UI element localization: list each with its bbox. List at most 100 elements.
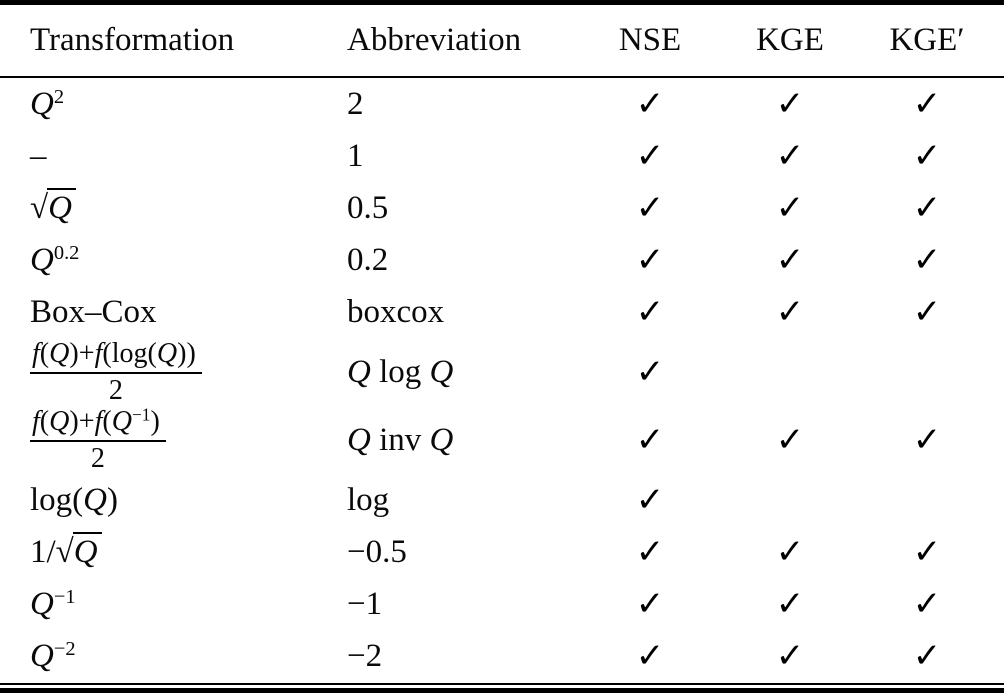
header-abbreviation: Abbreviation: [347, 22, 522, 58]
cell-abbreviation: 0.2: [347, 241, 389, 278]
math-variable: Q: [30, 85, 54, 122]
check-icon: ✓: [635, 532, 665, 572]
check-icon: ✓: [775, 84, 805, 124]
cell-kge-prime-check: ✓: [850, 584, 1004, 624]
cell-transformation: Box–Cox: [30, 293, 157, 330]
cell-abbreviation: Q inv Q: [347, 421, 454, 458]
cell-kge-check: ✓: [730, 292, 850, 332]
check-icon: ✓: [775, 420, 805, 460]
fraction: f(Q)+f(Q−1) 2: [30, 406, 166, 474]
cell-abbreviation: −0.5: [347, 533, 407, 570]
math-variable: f: [32, 406, 40, 438]
math-variable: Q: [429, 353, 454, 390]
check-icon: ✓: [912, 636, 942, 676]
check-icon: ✓: [775, 240, 805, 280]
math-variable: Q: [49, 338, 70, 370]
cell-kge-prime-check: ✓: [850, 292, 1004, 332]
cell-nse-check: ✓: [570, 240, 730, 280]
table-row: f(Q)+f(Q−1) 2 Q inv Q ✓ ✓ ✓: [0, 406, 1004, 474]
radical-sign: √: [30, 189, 48, 226]
check-icon: ✓: [912, 240, 942, 280]
cell-kge-prime-check: ✓: [850, 84, 1004, 124]
math-variable: f: [94, 338, 103, 370]
cell-nse-check: ✓: [570, 188, 730, 228]
check-icon: ✓: [912, 84, 942, 124]
math-variable: Q: [347, 353, 371, 390]
cell-kge-prime-check: ✓: [850, 240, 1004, 280]
radical-sign: √: [55, 533, 74, 570]
sqrt-argument: Q: [47, 187, 76, 226]
cell-abbreviation: 0.5: [347, 189, 389, 226]
check-icon: ✓: [912, 532, 942, 572]
cell-abbreviation: −2: [347, 637, 383, 674]
math-variable: Q: [429, 421, 454, 458]
cell-kge-check: ✓: [730, 636, 850, 676]
cell-transformation: –: [30, 137, 47, 174]
fraction-numerator: f(Q)+f(Q−1): [30, 406, 166, 442]
check-icon: ✓: [912, 188, 942, 228]
table-row: Q2 2 ✓ ✓ ✓: [0, 78, 1004, 130]
cell-transformation: f(Q)+f(log(Q)) 2: [0, 338, 347, 406]
math-variable: f: [94, 406, 103, 438]
cell-abbreviation: 2: [347, 85, 364, 122]
cell-kge-prime-check: ✓: [850, 420, 1004, 460]
check-icon: ✓: [635, 188, 665, 228]
fraction-denominator: 2: [90, 442, 105, 474]
table-row: f(Q)+f(log(Q)) 2 Q log Q ✓: [0, 338, 1004, 406]
table-row: – 1 ✓ ✓ ✓: [0, 130, 1004, 182]
cell-nse-check: ✓: [570, 636, 730, 676]
check-icon: ✓: [912, 136, 942, 176]
check-icon: ✓: [775, 532, 805, 572]
sqrt-argument: Q: [72, 531, 102, 570]
math-variable: Q: [83, 481, 108, 518]
header-kge: KGE: [756, 22, 824, 58]
math-variable: f: [32, 338, 40, 370]
cell-nse-check: ✓: [570, 480, 730, 520]
table-row: √Q 0.5 ✓ ✓ ✓: [0, 182, 1004, 234]
cell-kge-check: ✓: [730, 240, 850, 280]
cell-kge-prime-check: ✓: [850, 532, 1004, 572]
superscript: −2: [53, 637, 76, 660]
sqrt-expression: √Q: [30, 187, 76, 226]
cell-transformation: log(Q): [30, 481, 119, 518]
math-variable: Q: [111, 406, 132, 438]
cell-transformation: 1/√Q: [0, 531, 347, 571]
table-row: Q−2 −2 ✓ ✓ ✓: [0, 630, 1004, 682]
cell-transformation: Q0.2: [0, 242, 347, 279]
cell-kge-check: ✓: [730, 420, 850, 460]
table-body: Q2 2 ✓ ✓ ✓ – 1 ✓ ✓ ✓ √Q 0.5 ✓ ✓ ✓ Q0.2 0…: [0, 78, 1004, 682]
check-icon: ✓: [635, 420, 665, 460]
math-variable: Q: [73, 533, 98, 570]
cell-kge-check: ✓: [730, 532, 850, 572]
check-icon: ✓: [635, 84, 665, 124]
check-icon: ✓: [635, 240, 665, 280]
fraction-denominator: 2: [108, 374, 123, 406]
table-row: 1/√Q −0.5 ✓ ✓ ✓: [0, 526, 1004, 578]
cell-kge-check: ✓: [730, 136, 850, 176]
table-row: Q0.2 0.2 ✓ ✓ ✓: [0, 234, 1004, 286]
fraction-numerator: f(Q)+f(log(Q)): [30, 338, 202, 374]
table-row: Box–Cox boxcox ✓ ✓ ✓: [0, 286, 1004, 338]
cell-abbreviation: log: [347, 481, 390, 518]
cell-abbreviation: boxcox: [347, 293, 445, 330]
cell-nse-check: ✓: [570, 584, 730, 624]
superscript: −1: [53, 585, 76, 608]
cell-nse-check: ✓: [570, 84, 730, 124]
table-top-rule: [0, 0, 1004, 5]
cell-transformation: Q2: [0, 86, 347, 123]
check-icon: ✓: [635, 584, 665, 624]
math-variable: Q: [30, 585, 54, 622]
cell-nse-check: ✓: [570, 136, 730, 176]
table-bottom-thin-rule: [0, 683, 1004, 685]
math-variable: Q: [30, 637, 54, 674]
sqrt-expression: √Q: [55, 531, 102, 570]
cell-transformation: Q−1: [0, 586, 347, 623]
cell-transformation: Q−2: [0, 638, 347, 675]
header-transformation: Transformation: [30, 22, 235, 58]
cell-kge-check: ✓: [730, 584, 850, 624]
cell-abbreviation: −1: [347, 585, 383, 622]
check-icon: ✓: [635, 136, 665, 176]
table-row: log(Q) log ✓: [0, 474, 1004, 526]
math-variable: Q: [156, 338, 178, 370]
